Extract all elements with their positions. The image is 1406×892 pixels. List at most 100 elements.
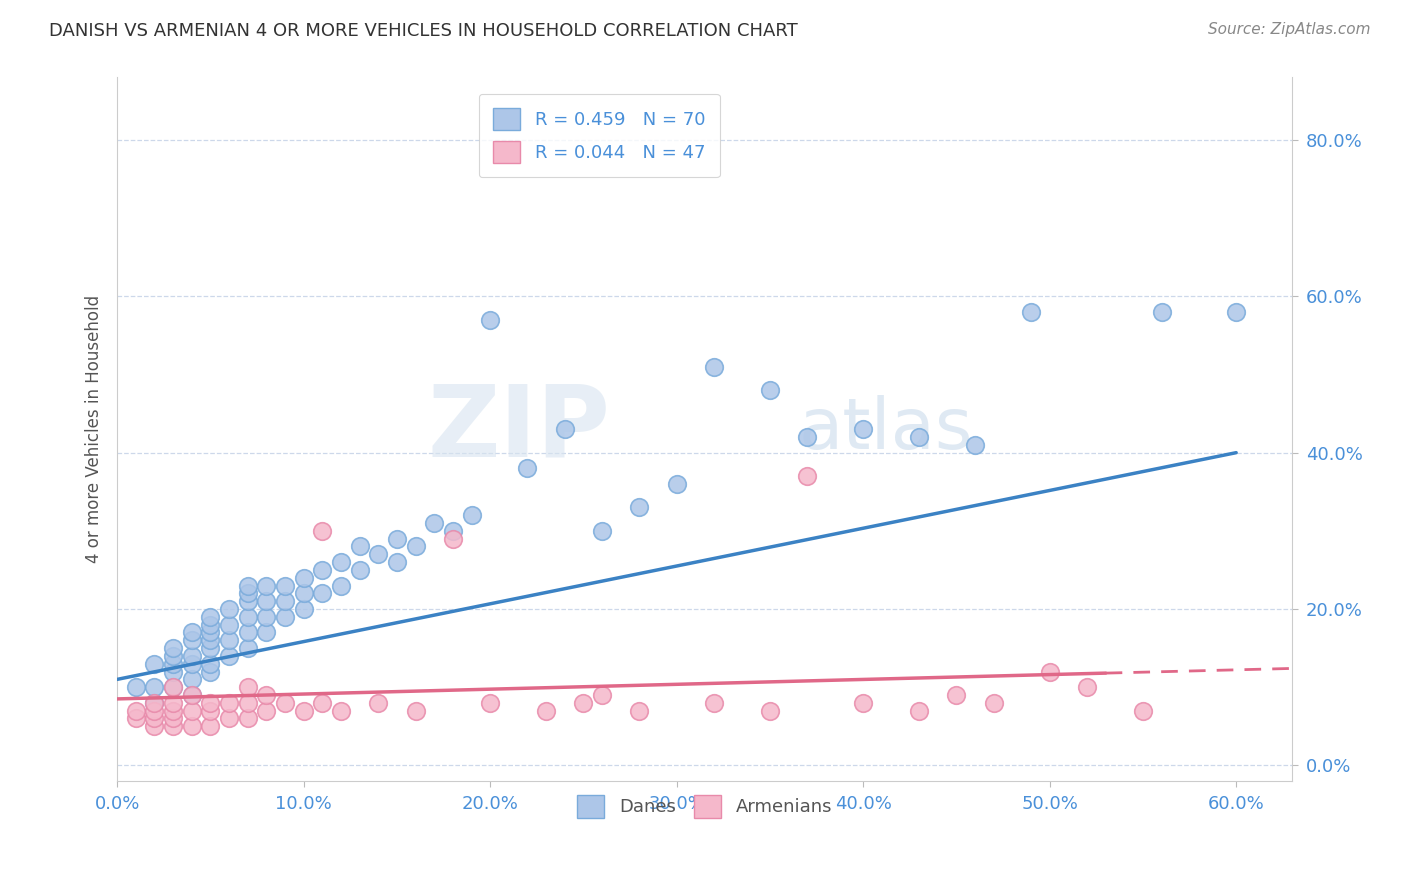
Point — [200, 696, 222, 710]
Point — [852, 422, 875, 436]
Point — [180, 704, 202, 718]
Point — [200, 719, 222, 733]
Point — [143, 680, 166, 694]
Point — [441, 524, 464, 538]
Point — [162, 696, 184, 710]
Point — [180, 625, 202, 640]
Point — [143, 704, 166, 718]
Point — [385, 555, 408, 569]
Point — [218, 602, 240, 616]
Point — [236, 625, 259, 640]
Point — [703, 696, 725, 710]
Point — [254, 594, 277, 608]
Point — [385, 532, 408, 546]
Point — [479, 696, 502, 710]
Point — [311, 696, 333, 710]
Point — [218, 711, 240, 725]
Point — [162, 719, 184, 733]
Point — [330, 555, 353, 569]
Text: Source: ZipAtlas.com: Source: ZipAtlas.com — [1208, 22, 1371, 37]
Point — [908, 430, 931, 444]
Point — [254, 610, 277, 624]
Point — [254, 578, 277, 592]
Point — [1225, 305, 1247, 319]
Point — [908, 704, 931, 718]
Point — [441, 532, 464, 546]
Point — [236, 641, 259, 656]
Point — [236, 610, 259, 624]
Point — [554, 422, 576, 436]
Point — [180, 688, 202, 702]
Y-axis label: 4 or more Vehicles in Household: 4 or more Vehicles in Household — [86, 295, 103, 563]
Point — [162, 648, 184, 663]
Point — [292, 704, 315, 718]
Point — [349, 540, 371, 554]
Text: atlas: atlas — [799, 395, 973, 464]
Point — [367, 547, 389, 561]
Point — [405, 704, 427, 718]
Point — [236, 594, 259, 608]
Point — [423, 516, 446, 530]
Point — [200, 625, 222, 640]
Point — [572, 696, 595, 710]
Point — [330, 704, 353, 718]
Point — [236, 578, 259, 592]
Point — [274, 578, 297, 592]
Point — [236, 680, 259, 694]
Point — [759, 383, 782, 397]
Point — [367, 696, 389, 710]
Point — [143, 696, 166, 710]
Point — [1132, 704, 1154, 718]
Point — [479, 312, 502, 326]
Point — [180, 719, 202, 733]
Point — [292, 571, 315, 585]
Point — [1039, 665, 1062, 679]
Text: DANISH VS ARMENIAN 4 OR MORE VEHICLES IN HOUSEHOLD CORRELATION CHART: DANISH VS ARMENIAN 4 OR MORE VEHICLES IN… — [49, 22, 799, 40]
Point — [125, 680, 148, 694]
Point — [1076, 680, 1098, 694]
Point — [759, 704, 782, 718]
Point — [236, 696, 259, 710]
Point — [125, 704, 148, 718]
Point — [200, 610, 222, 624]
Point — [254, 625, 277, 640]
Point — [143, 719, 166, 733]
Point — [200, 665, 222, 679]
Text: ZIP: ZIP — [427, 381, 610, 478]
Legend: Danes, Armenians: Danes, Armenians — [571, 789, 839, 825]
Point — [628, 500, 651, 515]
Point — [292, 602, 315, 616]
Point — [180, 657, 202, 671]
Point — [274, 610, 297, 624]
Point — [143, 711, 166, 725]
Point — [162, 711, 184, 725]
Point — [945, 688, 967, 702]
Point — [665, 477, 688, 491]
Point — [218, 648, 240, 663]
Point — [143, 657, 166, 671]
Point — [703, 359, 725, 374]
Point — [330, 578, 353, 592]
Point — [591, 688, 613, 702]
Point — [236, 586, 259, 600]
Point — [349, 563, 371, 577]
Point — [311, 586, 333, 600]
Point — [516, 461, 538, 475]
Point — [236, 711, 259, 725]
Point — [200, 657, 222, 671]
Point — [180, 648, 202, 663]
Point — [143, 696, 166, 710]
Point — [180, 633, 202, 648]
Point — [405, 540, 427, 554]
Point — [162, 680, 184, 694]
Point — [460, 508, 482, 523]
Point — [254, 688, 277, 702]
Point — [983, 696, 1005, 710]
Point — [852, 696, 875, 710]
Point — [180, 688, 202, 702]
Point — [274, 696, 297, 710]
Point — [162, 657, 184, 671]
Point — [796, 430, 818, 444]
Point — [180, 673, 202, 687]
Point — [200, 633, 222, 648]
